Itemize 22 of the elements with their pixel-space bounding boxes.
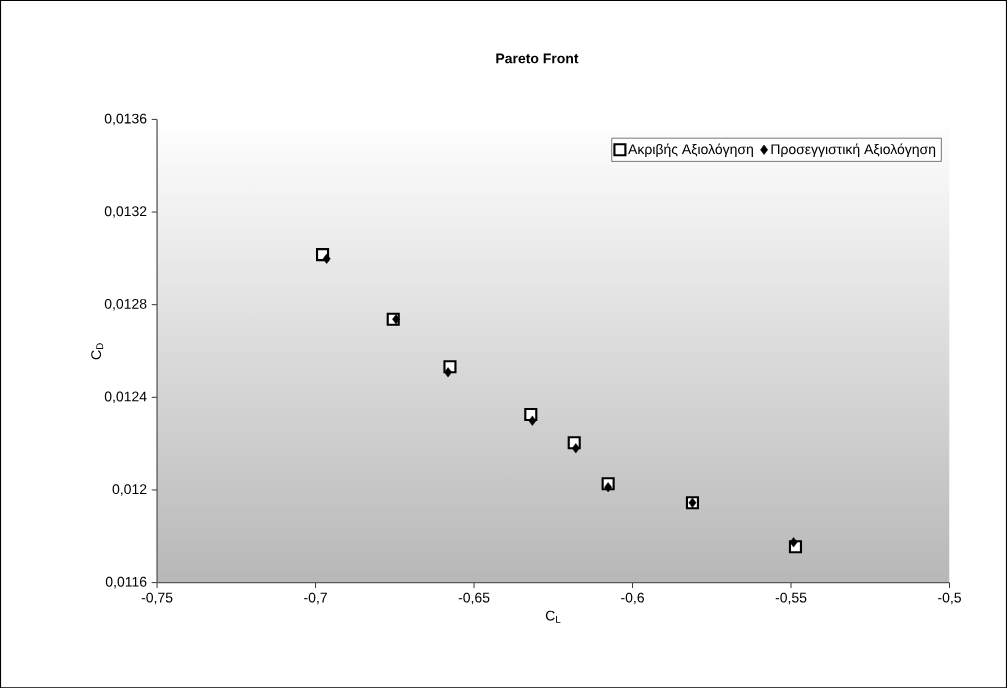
point <box>322 253 331 264</box>
x-tick-label: -0,75 <box>141 592 173 605</box>
chart-title: Pareto Front <box>496 53 579 64</box>
point <box>392 314 400 325</box>
x-tick-label: -0,55 <box>775 592 807 605</box>
y-tick-label: 0,0116 <box>105 576 147 589</box>
x-tick-label: -0,65 <box>458 592 490 605</box>
y-tick-label: 0,0124 <box>104 391 147 403</box>
point <box>528 415 537 426</box>
y-axis-title: C$_{D}$ <box>91 343 104 360</box>
y-tick-label: 0,0136 <box>104 113 147 126</box>
x-tick-label: -0,7 <box>304 592 327 605</box>
point <box>571 443 580 454</box>
point <box>444 367 452 378</box>
x-tick-label: -0,6 <box>621 592 644 605</box>
x-axis-title: C$_{L}$ <box>545 610 561 623</box>
y-tick-label: 0,0132 <box>104 206 147 218</box>
legend-label: Ακριβής Αξιολόγηση <box>628 143 753 157</box>
x-tick-label: -0,5 <box>938 592 961 605</box>
y-tick-label: 0,0128 <box>104 298 147 311</box>
y-tick-label: 0,012 <box>112 484 147 496</box>
legend-label: Προσεγγιστική Αξιολόγηση <box>771 143 936 157</box>
